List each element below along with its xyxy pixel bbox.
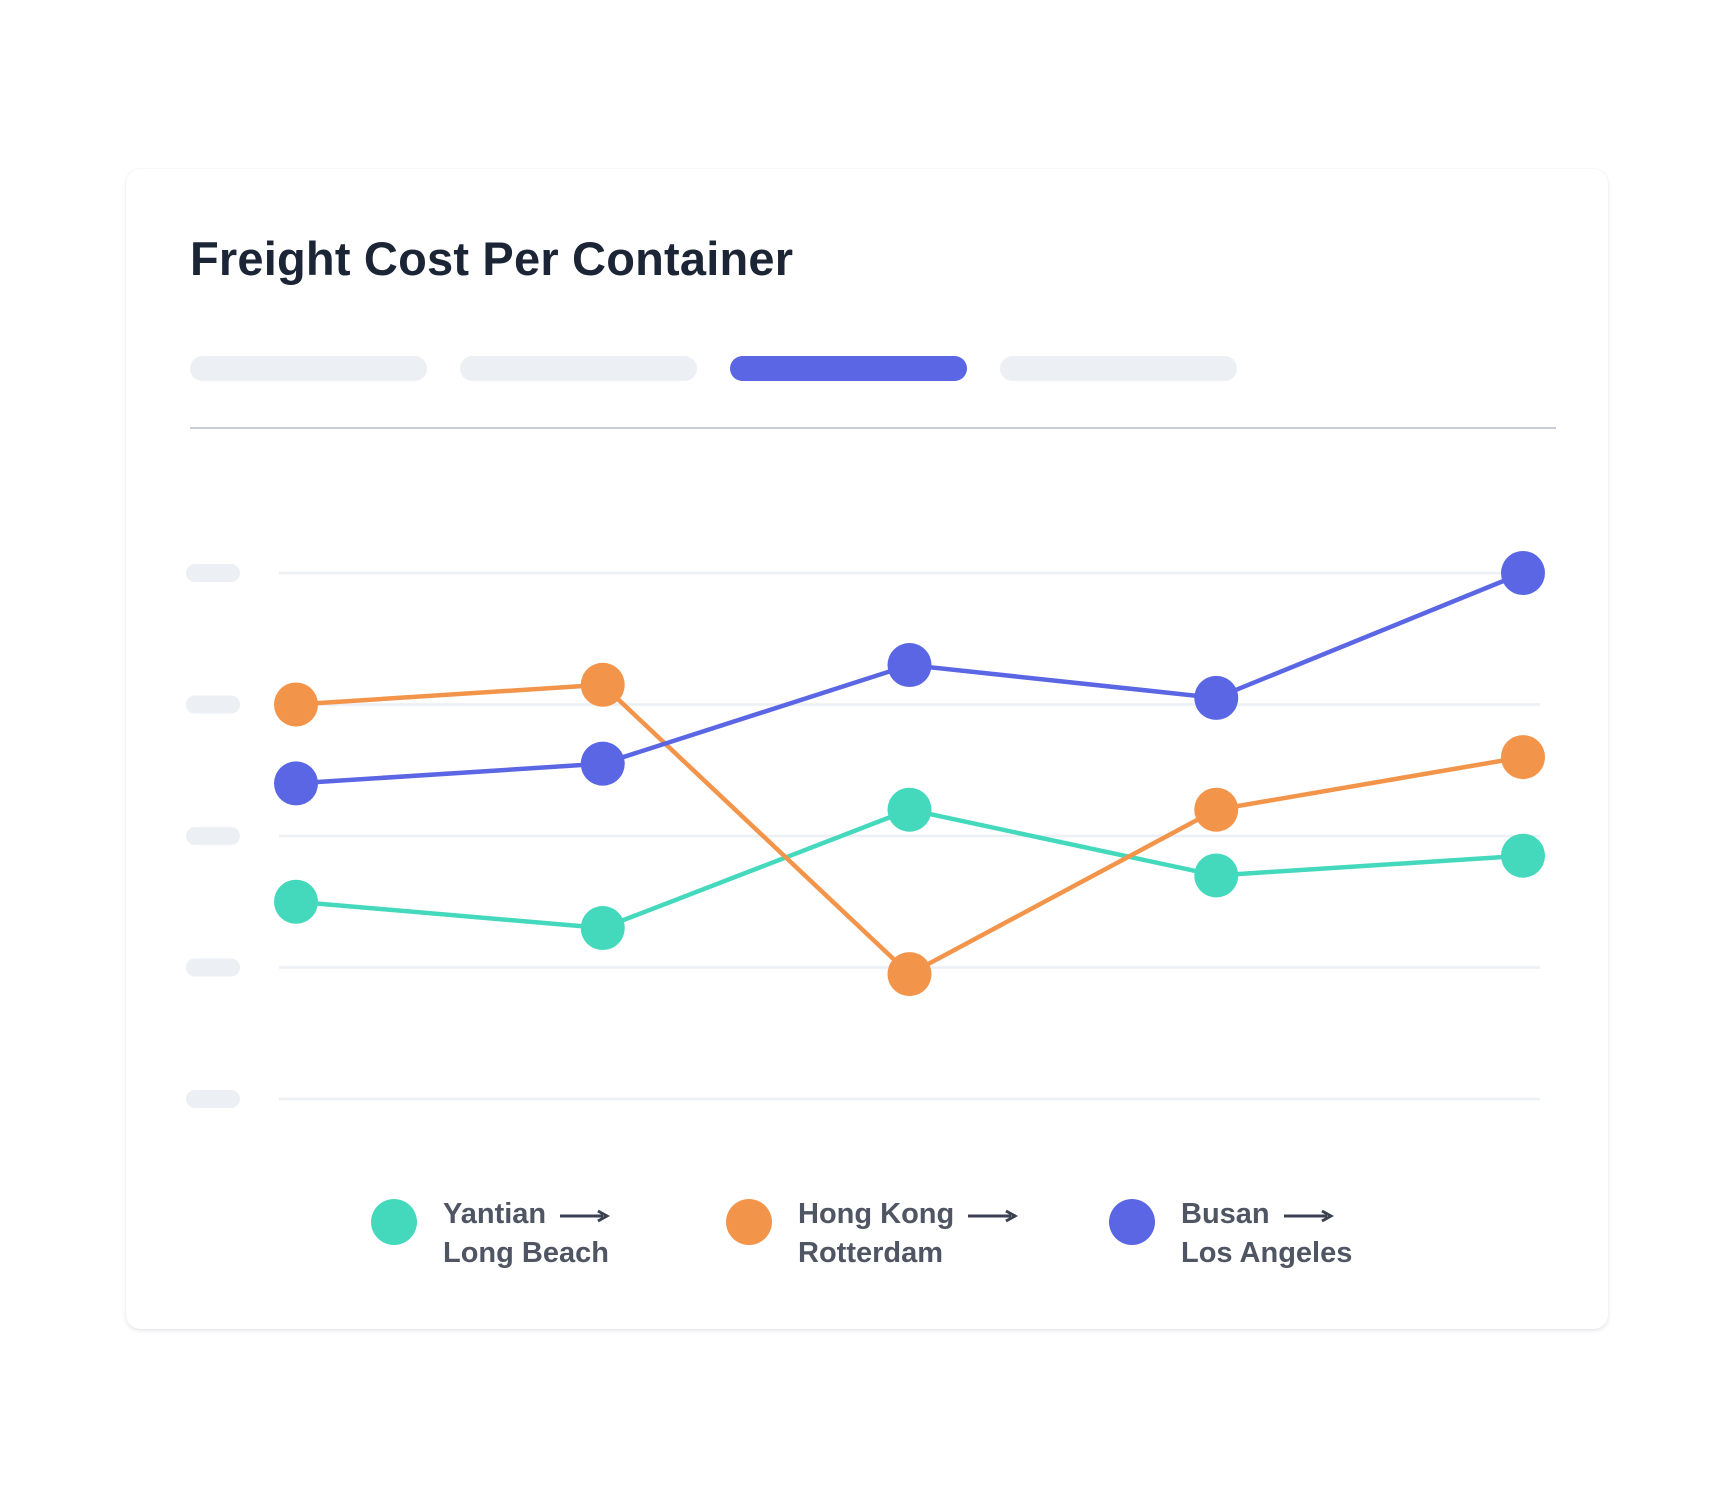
data-point (1194, 853, 1239, 898)
y-tick-label (186, 827, 240, 845)
legend-origin: Busan (1181, 1198, 1270, 1230)
line-chart (186, 551, 1545, 1108)
data-point (274, 761, 318, 806)
chart-title: Freight Cost Per Container (190, 232, 794, 285)
legend-dot-orange (726, 1199, 772, 1245)
legend-origin: Yantian (443, 1198, 547, 1230)
arrow-right-icon (1283, 1209, 1334, 1223)
legend-dot-indigo (1109, 1199, 1155, 1245)
divider (190, 427, 1556, 429)
legend-dot-teal (371, 1199, 417, 1245)
data-point (887, 952, 932, 997)
legend-label: Busan Los Angeles (1181, 1195, 1352, 1273)
legend-destination: Los Angeles (1181, 1237, 1353, 1269)
legend-label: Yantian Long Beach (443, 1195, 611, 1273)
y-tick-label (186, 958, 240, 977)
data-point (580, 662, 625, 707)
data-point (1501, 551, 1545, 595)
legend: Yantian Long Beach Hong Kong Rotterdam B… (126, 169, 1608, 1329)
legend-label: Hong Kong Rotterdam (798, 1195, 1019, 1273)
data-point (1194, 675, 1239, 720)
tab-4[interactable] (1000, 356, 1237, 381)
data-point (580, 741, 625, 786)
data-point (1194, 787, 1239, 832)
tab-2[interactable] (460, 356, 697, 381)
chart-card: Freight Cost Per Container Yantian Long … (126, 169, 1608, 1329)
data-point (887, 787, 932, 832)
tab-3[interactable] (730, 356, 967, 381)
data-point (580, 906, 625, 951)
arrow-right-icon (968, 1209, 1019, 1223)
legend-destination: Rotterdam (798, 1237, 944, 1269)
data-point (1501, 735, 1545, 780)
data-point (274, 682, 318, 727)
y-tick-label (186, 695, 240, 714)
data-point (274, 879, 318, 924)
legend-destination: Long Beach (443, 1237, 609, 1269)
data-point (887, 643, 932, 688)
arrow-right-icon (560, 1209, 611, 1223)
legend-origin: Hong Kong (798, 1198, 955, 1230)
y-tick-label (186, 564, 240, 582)
tab-1[interactable] (190, 356, 427, 381)
data-point (1501, 833, 1545, 878)
y-tick-label (186, 1090, 240, 1108)
